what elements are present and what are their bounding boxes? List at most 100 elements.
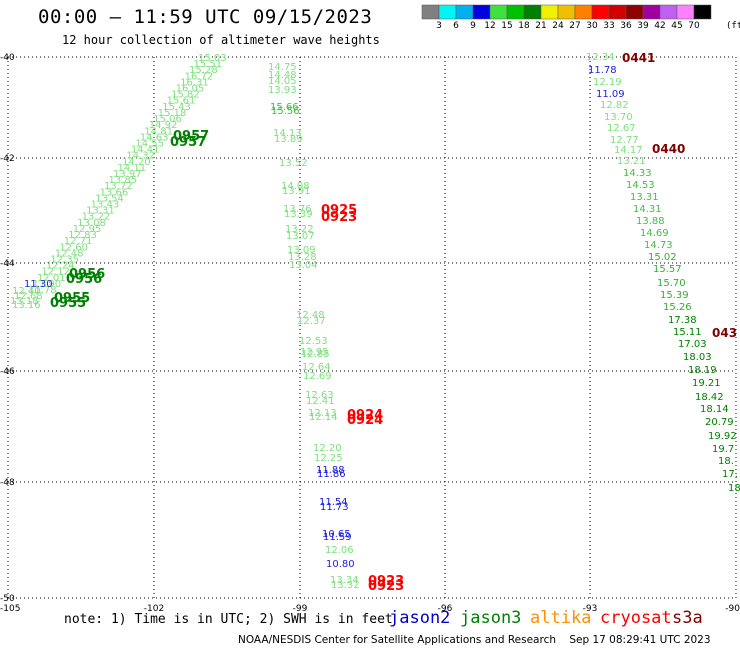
wave-height-value: 15.82: [171, 90, 200, 101]
wave-height-value: 18.19: [688, 365, 717, 376]
wave-height-value: 10.65: [322, 529, 351, 540]
colorbar-tick-label: 12: [484, 21, 496, 31]
wave-height-value: 12.41: [306, 396, 335, 407]
colorbar-swatch: [438, 4, 457, 20]
wave-height-value: 12.19: [593, 77, 622, 88]
colorbar-swatch: [421, 4, 440, 20]
latitude-tick-label: -40: [0, 53, 15, 63]
wave-height-value: 15.70: [657, 278, 686, 289]
wave-height-value: 12.77: [610, 135, 639, 146]
wave-height-value: 12.83: [68, 230, 97, 241]
pass-time-label: 0440: [652, 142, 685, 156]
colorbar-tick-label: 3: [436, 21, 442, 31]
wave-height-value: 13.76: [283, 204, 312, 215]
wave-height-value: 15.57: [653, 264, 682, 275]
wave-height-value: 20.79: [705, 417, 734, 428]
colorbar-swatch: [540, 4, 559, 20]
pass-time-label: 0925: [321, 203, 357, 218]
wave-height-value: 14.41: [131, 145, 160, 156]
wave-height-value: 13.54: [95, 193, 124, 204]
wave-height-value: 14.11: [117, 163, 146, 174]
longitude-tick-label: -90: [725, 604, 740, 614]
colorbar-swatch: [472, 4, 491, 20]
wave-height-value: 15.28: [189, 65, 218, 76]
wave-height-value: 18.42: [695, 392, 724, 403]
wave-height-value: 15.26: [663, 302, 692, 313]
wave-height-value: 14.75: [268, 62, 297, 73]
colorbar-swatch: [489, 4, 508, 20]
wave-height-value: 14.33: [623, 168, 652, 179]
wave-height-value: 17.03: [678, 339, 707, 350]
wave-height-value: 12.63: [305, 390, 334, 401]
wave-height-value: 13.31: [630, 192, 659, 203]
wave-height-value: 13.70: [604, 112, 633, 123]
wave-height-value: 13.04: [289, 260, 318, 271]
colorbar-tick-label: 6: [453, 21, 459, 31]
wave-height-value: 13.09: [287, 245, 316, 256]
longitude-tick-label: -99: [293, 604, 308, 614]
latitude-tick-label: -46: [0, 367, 15, 377]
wave-height-value: 12.25: [314, 453, 343, 464]
wave-height-value: 11.30: [24, 279, 53, 290]
wave-height-value: 14.53: [626, 180, 655, 191]
wave-height-value: 14.20: [122, 157, 151, 168]
longitude-tick-label: -96: [438, 604, 453, 614]
wave-height-value: 16.31: [180, 77, 209, 88]
wave-height-value: 13.28: [288, 252, 317, 263]
latitude-tick-label: -44: [0, 259, 15, 269]
wave-height-value: 12.34: [586, 52, 615, 63]
wave-height-value: 13.08: [77, 218, 106, 229]
wave-height-value: 14.55: [135, 138, 164, 149]
colorbar-tick-label: 36: [620, 21, 632, 31]
wave-height-value: 13.89: [274, 134, 303, 145]
wave-height-value: 12.85: [301, 349, 330, 360]
colorbar-swatch: [574, 4, 593, 20]
longitude-tick-label: -102: [144, 604, 164, 614]
wave-height-value: 13.21: [617, 156, 646, 167]
wave-height-value: 14.08: [281, 181, 310, 192]
wave-height-value: 14.17: [614, 145, 643, 156]
pass-time-label: 0956: [69, 267, 105, 282]
wave-height-value: 12.69: [303, 371, 332, 382]
colorbar-swatch: [608, 4, 627, 20]
wave-height-value: 18.: [718, 456, 734, 467]
wave-height-value: 12.24: [46, 261, 75, 272]
wave-height-value: 12.20: [313, 443, 342, 454]
wave-height-value: 16.05: [176, 84, 205, 95]
wave-height-value: 12.67: [607, 123, 636, 134]
satellite-legend-cryosat: cryosat: [600, 608, 672, 628]
wave-height-value: 13.22: [82, 212, 111, 223]
colorbar-tick-label: 18: [518, 21, 530, 31]
wave-height-value: 12.64: [302, 362, 331, 373]
wave-height-value: 12.48: [55, 248, 84, 259]
longitude-tick-label: -105: [0, 604, 20, 614]
wave-height-value: 14.48: [268, 70, 297, 81]
wave-height-value: 12.71: [64, 236, 93, 247]
wave-height-value: 12.35: [50, 254, 79, 265]
wave-height-value: 12.68: [14, 291, 43, 302]
wave-height-value: 15.61: [167, 96, 196, 107]
pass-time-label: 0923: [321, 210, 357, 225]
colorbar-tick-label: 39: [637, 21, 649, 31]
colorbar-swatch: [557, 4, 576, 20]
longitude-tick-label: -93: [583, 604, 598, 614]
wave-height-value: 14.69: [640, 228, 669, 239]
satellite-legend-jason3: jason3: [460, 608, 522, 628]
colorbar-tick-label: 42: [654, 21, 666, 31]
colorbar-swatch: [455, 4, 474, 20]
wave-height-value: 15.11: [673, 327, 702, 338]
wave-height-value: 11.86: [317, 469, 346, 480]
colorbar-tick-label: 30: [586, 21, 598, 31]
wave-height-value: 13.22: [285, 224, 314, 235]
colorbar-tick-label: 9: [470, 21, 476, 31]
wave-height-value: 13.52: [279, 158, 308, 169]
wave-height-value: 17.38: [668, 315, 697, 326]
wave-height-value: 14.63: [140, 132, 169, 143]
wave-height-value: 12.14: [309, 412, 338, 423]
wave-height-value: 12.60: [59, 242, 88, 253]
colorbar-tick-label: 21: [535, 21, 547, 31]
wave-height-value: 13.31: [86, 206, 115, 217]
latitude-tick-label: -50: [0, 594, 15, 604]
wave-height-value: 13.39: [284, 209, 313, 220]
wave-height-value: 17.: [722, 469, 738, 480]
